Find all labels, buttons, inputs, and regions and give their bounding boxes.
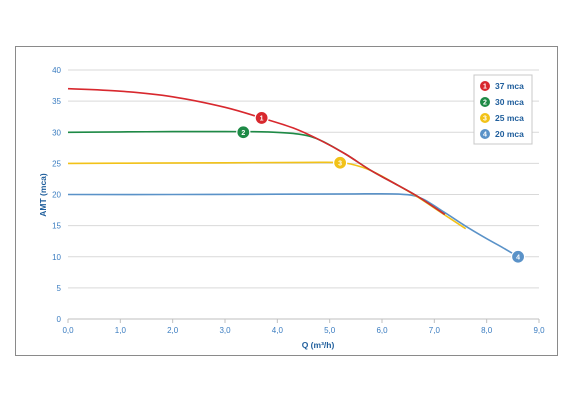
legend-label: 30 mca — [495, 97, 524, 107]
legend-marker-4 — [479, 128, 491, 140]
legend: 1 37 mca 2 30 mca 3 25 mca 4 20 mca — [473, 74, 533, 145]
series-line-1 — [67, 87, 446, 216]
axis-layer: 0 5 10 15 20 25 30 35 40 0,0 1,0 2,0 3,0 4,0 5,0 6,0 7,0… — [52, 66, 545, 335]
x-tick-label: 3,0 — [219, 326, 231, 335]
marker-layer: 1 2 3 4 — [236, 110, 526, 264]
x-tick-label: 5,0 — [324, 326, 336, 335]
series-marker-label: 2 — [241, 130, 245, 137]
chart-frame: 0 5 10 15 20 25 30 35 40 0,0 1,0 2,0 3,0 4,0 5,0 6,0 7,0… — [15, 46, 558, 356]
legend-marker-1 — [479, 80, 491, 92]
y-tick-label: 40 — [52, 66, 61, 75]
y-tick-label: 5 — [57, 284, 62, 293]
legend-marker-number: 1 — [483, 83, 487, 90]
y-tick-label: 0 — [57, 315, 62, 324]
x-tick-label: 2,0 — [167, 326, 179, 335]
y-tick-label: 30 — [52, 128, 61, 137]
legend-marker-number: 4 — [483, 131, 487, 138]
series-line-3 — [67, 161, 467, 230]
series-marker-2 — [236, 125, 251, 140]
x-tick-label: 1,0 — [115, 326, 127, 335]
x-tick-label: 8,0 — [481, 326, 493, 335]
series-line-4 — [67, 192, 519, 258]
legend-marker-number: 3 — [483, 115, 487, 122]
grid-layer — [68, 69, 539, 289]
series-marker-label: 3 — [338, 160, 342, 167]
x-tick-label: 7,0 — [429, 326, 441, 335]
x-tick-label: 9,0 — [533, 326, 545, 335]
x-tick-label: 6,0 — [376, 326, 388, 335]
series-marker-4 — [510, 249, 526, 264]
y-tick-label: 20 — [52, 191, 61, 200]
legend-label: 25 mca — [495, 113, 524, 123]
chart-svg: 0 5 10 15 20 25 30 35 40 0,0 1,0 2,0 3,0 4,0 5,0 6,0 7,0… — [38, 66, 545, 350]
series-marker-3 — [333, 155, 348, 170]
y-tick-label: 25 — [52, 159, 61, 168]
series-marker-label: 1 — [260, 115, 264, 122]
legend-label: 37 mca — [495, 81, 524, 91]
legend-marker-3 — [479, 112, 491, 124]
series-layer — [67, 87, 519, 258]
series-marker-label: 4 — [516, 254, 520, 261]
y-tick-label: 15 — [52, 222, 61, 231]
legend-label: 20 mca — [495, 129, 524, 139]
y-tick-label: 10 — [52, 253, 61, 262]
series-line-2 — [67, 130, 446, 216]
x-axis-title: Q (m³/h) — [302, 340, 335, 350]
y-tick-label: 35 — [52, 97, 61, 106]
legend-marker-number: 2 — [483, 99, 487, 106]
y-axis-title: AMT (mca) — [38, 173, 48, 217]
legend-items: 1 37 mca 2 30 mca 3 25 mca 4 20 mca — [479, 80, 524, 140]
x-tick-label: 0,0 — [62, 326, 74, 335]
x-tick-label: 4,0 — [272, 326, 284, 335]
series-marker-1 — [254, 110, 269, 126]
legend-marker-2 — [479, 96, 491, 108]
